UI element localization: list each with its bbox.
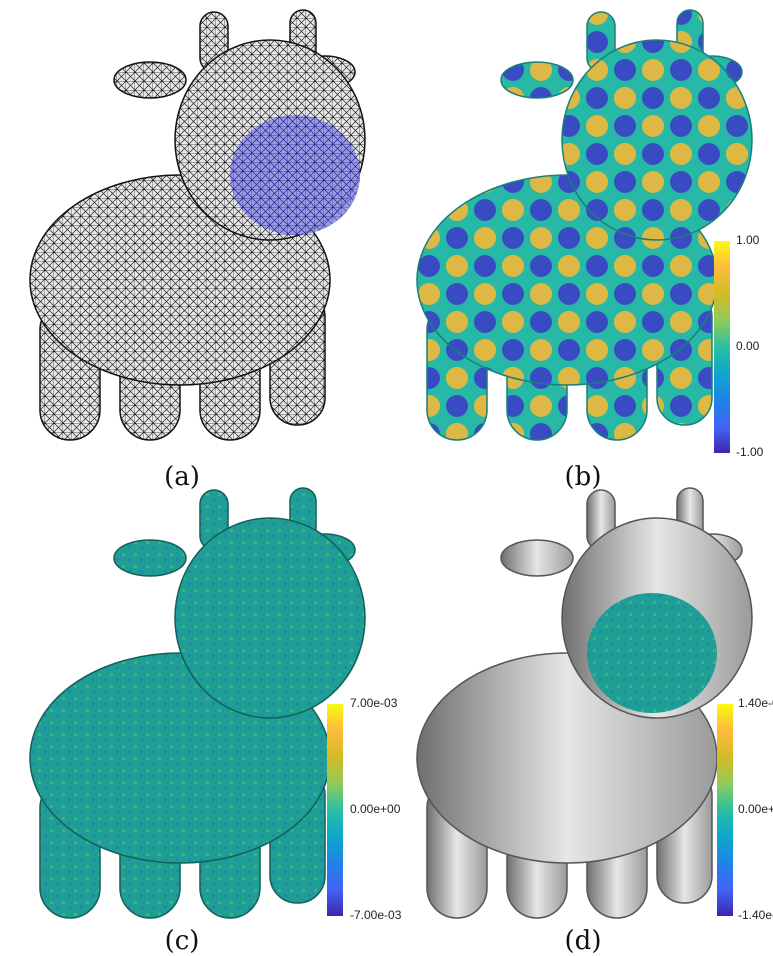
colorbar-b-top: 1.00 <box>736 233 760 247</box>
colorbar-d-mid: 0.00e+00 <box>738 802 773 816</box>
colorbar-d-top: 1.40e-02 <box>738 696 773 710</box>
colorbar-b-bottom: -1.00 <box>736 445 764 459</box>
caption-d: (d) <box>564 926 602 956</box>
colorbar-c <box>327 704 343 916</box>
cow-wireframe-mesh <box>29 9 366 441</box>
cow-local-error-map <box>416 487 753 919</box>
colorbar-c-mid: 0.00e+00 <box>350 802 401 816</box>
colorbar-d <box>717 704 733 916</box>
panel-a <box>0 0 386 478</box>
panel-d <box>387 478 773 956</box>
caption-c: (c) <box>164 926 200 956</box>
caption-a: (a) <box>164 462 200 492</box>
colorbar-c-bottom: -7.00e-03 <box>350 908 402 922</box>
highlighted-snout-region <box>230 115 360 235</box>
colorbar-d-bottom: -1.40e-02 <box>738 908 773 922</box>
colorbar-c-top: 7.00e-03 <box>350 696 398 710</box>
highlighted-snout-error <box>587 593 717 713</box>
colorbar-b-mid: 0.00 <box>736 339 760 353</box>
caption-b: (b) <box>564 462 602 492</box>
colorbar-b <box>714 241 730 453</box>
